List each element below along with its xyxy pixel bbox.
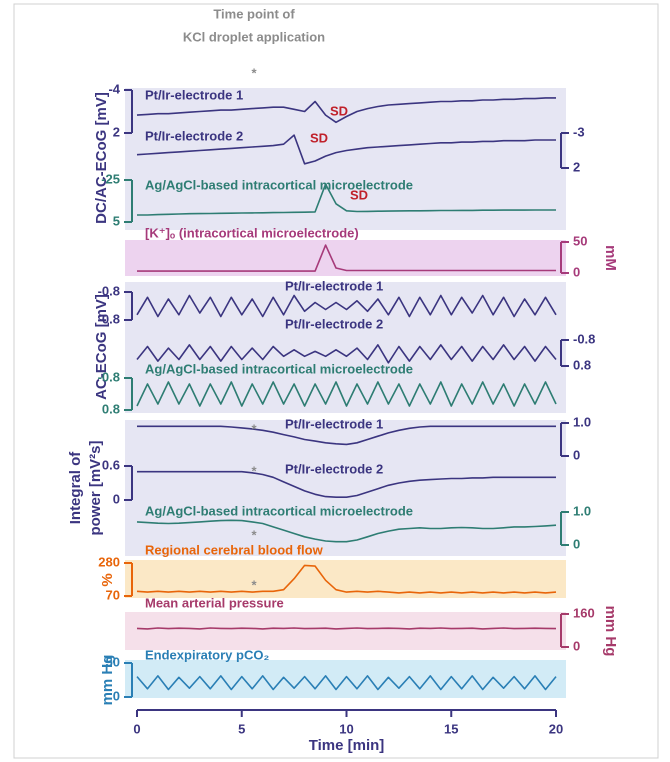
trace bbox=[136, 381, 557, 407]
trace bbox=[136, 675, 557, 691]
trace-label: Pt/Ir-electrode 1 bbox=[285, 416, 383, 431]
y-axis-label: Integral of bbox=[67, 451, 84, 525]
y-tick-label: 160 bbox=[573, 605, 595, 620]
y-tick-label: 280 bbox=[98, 554, 120, 569]
trace bbox=[136, 564, 557, 594]
y-tick-label: 0 bbox=[113, 491, 120, 506]
trace-label: Pt/Ir-electrode 1 bbox=[145, 87, 243, 102]
x-tick-label: 20 bbox=[549, 721, 563, 736]
trace bbox=[136, 97, 556, 124]
x-tick-label: 0 bbox=[133, 721, 140, 736]
trace bbox=[137, 183, 556, 216]
y-tick-label: 50 bbox=[106, 654, 120, 669]
y-tick-label: 0.8 bbox=[102, 311, 120, 326]
y-tick-label: 0 bbox=[113, 688, 120, 703]
y-tick-label: -25 bbox=[101, 171, 120, 186]
y-tick-label: 70 bbox=[106, 587, 120, 602]
trace bbox=[136, 627, 557, 630]
y-tick-label: -4 bbox=[108, 81, 120, 96]
y2-axis-label: mM bbox=[602, 245, 619, 271]
trace-label: Endexpiratory pCO₂ bbox=[145, 647, 269, 662]
annotation: KCl droplet application bbox=[183, 29, 325, 44]
y-tick-label: 2 bbox=[573, 159, 580, 174]
y-tick-label: 0 bbox=[573, 447, 580, 462]
trace-label: Pt/Ir-electrode 1 bbox=[285, 278, 383, 293]
kcl-marker: * bbox=[251, 65, 257, 80]
sd-annotation: SD bbox=[310, 130, 328, 145]
y-tick-label: 5 bbox=[113, 213, 120, 228]
trace-label: Pt/Ir-electrode 2 bbox=[145, 128, 243, 143]
y-tick-label: -3 bbox=[573, 124, 585, 139]
sd-annotation: SD bbox=[350, 187, 368, 202]
x-tick-label: 10 bbox=[339, 721, 353, 736]
trace-label: [K⁺]ₒ (intracortical microelectrode) bbox=[145, 225, 359, 240]
y2-axis-label: mm Hg bbox=[602, 606, 619, 657]
y-tick-label: -0.8 bbox=[98, 283, 120, 298]
trace-label: Ag/AgCl-based intracortical microelectro… bbox=[145, 503, 413, 518]
y-axis-label: DC/AC-ECoG [mV] bbox=[93, 92, 110, 224]
y-tick-label: 0 bbox=[573, 264, 580, 279]
y-tick-label: 50 bbox=[573, 233, 587, 248]
y-tick-label: -0.8 bbox=[573, 331, 595, 346]
sd-annotation: SD bbox=[330, 103, 348, 118]
trace bbox=[136, 519, 557, 543]
trace-label: Regional cerebral blood flow bbox=[145, 542, 324, 557]
trace-label: Pt/Ir-electrode 2 bbox=[285, 316, 383, 331]
y-tick-label: 0.6 bbox=[102, 457, 120, 472]
trace bbox=[137, 470, 556, 498]
y-tick-label: 0 bbox=[573, 536, 580, 551]
x-tick-label: 15 bbox=[444, 721, 458, 736]
trace-label: Ag/AgCl-based intracortical microelectro… bbox=[145, 177, 413, 192]
panel-background bbox=[125, 282, 566, 413]
trace-label: Pt/Ir-electrode 2 bbox=[285, 461, 383, 476]
y-tick-label: 0 bbox=[573, 638, 580, 653]
kcl-marker: * bbox=[251, 527, 257, 542]
y-tick-label: 2 bbox=[113, 124, 120, 139]
annotation: Time point of bbox=[213, 6, 295, 21]
trace bbox=[137, 425, 556, 446]
y-tick-label: 1.0 bbox=[573, 414, 591, 429]
trace bbox=[136, 344, 557, 364]
kcl-marker: * bbox=[251, 421, 257, 436]
y-axis-label: % bbox=[99, 573, 116, 586]
y-tick-label: -0.8 bbox=[98, 369, 120, 384]
kcl-marker: * bbox=[251, 577, 257, 592]
frame bbox=[13, 3, 659, 759]
y-axis-label: power [mV²s] bbox=[87, 440, 104, 535]
x-tick-label: 5 bbox=[238, 721, 245, 736]
y-tick-label: 1.0 bbox=[573, 503, 591, 518]
y-tick-label: 0.8 bbox=[102, 401, 120, 416]
trace bbox=[137, 244, 556, 272]
y-tick-label: 0.8 bbox=[573, 357, 591, 372]
y-axis-label: AC-ECoG [mV] bbox=[93, 294, 110, 400]
panel-background bbox=[125, 420, 566, 556]
trace bbox=[136, 294, 557, 318]
panel-background bbox=[125, 612, 566, 650]
trace-label: Mean arterial pressure bbox=[145, 595, 284, 610]
trace-label: Ag/AgCl-based intracortical microelectro… bbox=[145, 361, 413, 376]
y-axis-label: mm Hg bbox=[99, 655, 116, 706]
trace bbox=[136, 134, 556, 165]
x-axis-label: Time [min] bbox=[309, 737, 385, 754]
kcl-marker: * bbox=[251, 463, 257, 478]
